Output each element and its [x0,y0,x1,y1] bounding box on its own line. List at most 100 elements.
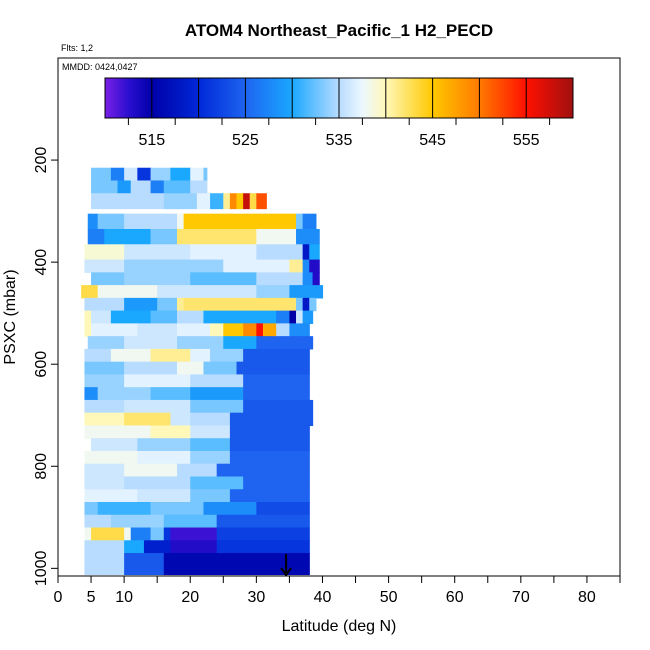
heatmap-cell [110,514,165,529]
x-tick-label: 0 [54,589,63,606]
heatmap-cell [243,399,314,414]
heatmap-cell [210,348,244,363]
heatmap-cell [84,540,125,554]
heatmap-cell [289,285,324,299]
heatmap-cell [190,374,244,388]
heatmap-cell [177,213,185,230]
heatmap-cell [84,323,92,337]
x-tick-label: 5 [87,589,96,606]
x-tick-label: 50 [380,589,398,606]
heatmap-cell [84,387,99,401]
heatmap-cell [137,489,191,503]
heatmap-cell [84,476,125,490]
heatmap-cell [84,361,125,376]
heatmap-cells [81,167,324,576]
heatmap-cell [223,323,244,337]
heatmap-cell [91,193,165,210]
heatmap-cell [163,193,198,210]
heatmap-cell [163,553,310,576]
heatmap-cell [91,323,138,337]
heatmap-cell [276,323,291,337]
heatmap-cell [84,514,112,529]
chart-title: ATOM4 Northeast_Pacific_1 H2_PECD [185,21,493,40]
heatmap-cell [87,336,125,350]
x-tick-label: 60 [446,589,464,606]
heatmap-cell [229,489,310,503]
heatmap-cell [143,540,171,554]
heatmap-cell [124,374,191,388]
heatmap-cell [124,167,138,182]
y-tick-label: 800 [33,453,50,480]
heatmap-cell [289,310,297,324]
heatmap-cell [243,348,310,363]
heatmap-cell [223,193,231,210]
heatmap-cell [309,244,320,261]
heatmap-cell [296,228,320,245]
heatmap-cell [190,167,205,182]
heatmap-cell [177,297,185,312]
heatmap-cell [84,463,125,478]
heatmap-cell [302,310,314,324]
heatmap-cell [190,438,231,452]
heatmap-cell [163,514,218,529]
heatmap-cell [170,167,191,182]
colorbar-tick-label: 545 [419,132,446,149]
heatmap-cell [124,412,171,427]
heatmap-cell [124,476,191,490]
heatmap-cell [137,450,191,465]
heatmap-cell [84,502,99,516]
y-axis-label: PSXC (mbar) [2,269,19,364]
heatmap-cell [210,193,224,210]
y-tick-label: 1000 [33,550,50,586]
heatmap-cell [150,502,205,516]
heatmap-cell [150,180,165,194]
heatmap-cell [177,228,257,245]
heatmap-cell [84,310,92,324]
heatmap-cell [296,213,304,230]
heatmap-cell [302,297,310,312]
heatmap-cell [276,310,291,324]
heatmap-cell [163,527,171,541]
heatmap-cell [309,297,317,312]
heatmap-cell [302,213,317,230]
heatmap-cell [91,438,138,452]
heatmap-cell [256,272,304,286]
x-tick-label: 70 [512,589,530,606]
heatmap-cell [124,336,178,350]
heatmap-cell [203,167,208,182]
heatmap-cell [91,527,125,541]
colorbar: 515 525 535 545 555 [104,77,574,149]
heatmap-cell [229,193,238,210]
heatmap-cell [312,272,320,286]
heatmap-cell [203,502,257,516]
heatmap-cell [84,374,125,388]
heatmap-cell [190,180,208,194]
location-arrow [280,554,292,577]
arrow-head [280,567,292,577]
heatmap-cell [163,180,191,194]
heatmap-cell [196,193,211,210]
heatmap-cell [302,272,314,286]
heatmap-cell [243,476,310,490]
heatmap-cell [190,244,257,261]
heatmap-cell [183,297,297,312]
heatmap-cell [243,193,251,210]
heatmap-cell [296,310,304,324]
heatmap-cell [262,323,277,337]
heatmap-cell [289,323,310,337]
heatmap-cell [229,412,314,427]
heatmap-cell [177,310,205,324]
heatmap-cell [91,167,112,182]
heatmap-cell [289,259,304,273]
colorbar-tick-label: 555 [513,132,540,149]
heatmap-cell [124,540,145,554]
heatmap-cell [302,244,310,261]
heatmap-cell [97,502,152,516]
heatmap-cell [203,310,277,324]
heatmap-cell [309,259,320,273]
heatmap-cell [124,463,178,478]
heatmap-cell [190,272,257,286]
heatmap-cell [229,450,310,465]
flights-label: Flts: 1,2 [61,43,93,53]
